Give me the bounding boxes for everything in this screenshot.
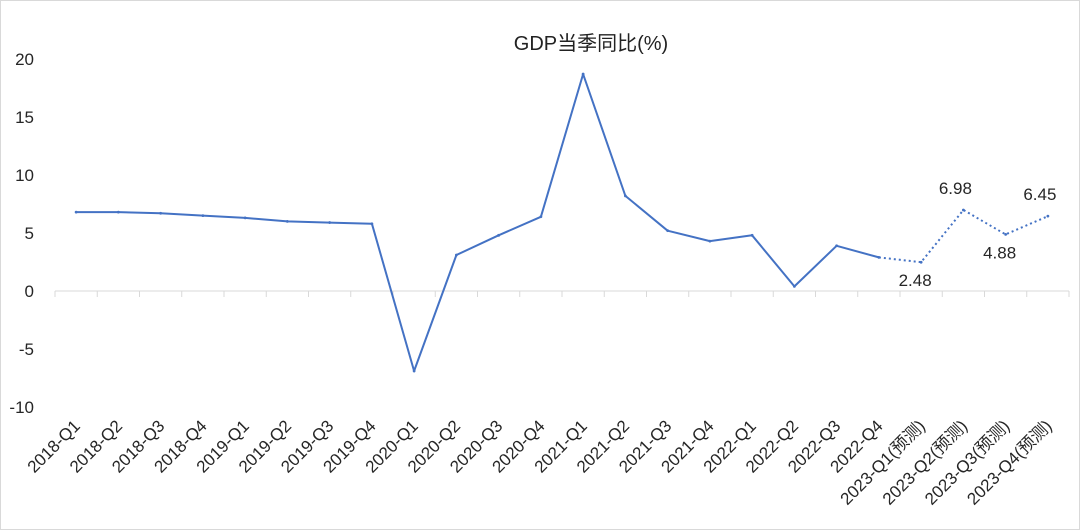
data-point [497,233,501,237]
data-point [750,233,754,237]
data-point [961,208,965,212]
data-point [666,229,670,233]
data-point [328,221,332,224]
y-tick-label: 0 [25,282,34,301]
data-point [159,211,163,215]
data-point [1046,214,1050,218]
data-point [581,72,585,76]
data-point [116,210,120,214]
forecast-series-line [878,209,1049,264]
data-point [1004,232,1008,236]
data-point [792,284,796,288]
y-tick-label: -5 [19,340,34,359]
data-point [835,244,839,248]
data-point [412,369,416,373]
y-tick-label: -10 [9,398,34,417]
data-point [74,210,78,214]
actual-series-line [76,73,880,372]
data-point [370,222,374,226]
y-tick-label: 5 [25,224,34,243]
data-point [539,215,543,219]
data-label: 2.48 [899,271,932,290]
data-point [919,260,923,264]
chart-title: GDP当季同比(%) [513,33,669,55]
y-tick-label: 15 [15,108,34,127]
data-label: 6.98 [939,179,972,198]
y-tick-label: 20 [15,50,34,69]
data-label: 6.45 [1023,185,1056,204]
data-point [623,194,627,198]
data-point [454,253,458,257]
data-point [708,239,712,243]
data-point [285,220,289,223]
y-tick-label: 10 [15,166,34,185]
data-label: 4.88 [983,243,1016,262]
data-point [243,216,247,220]
data-point [201,214,205,218]
